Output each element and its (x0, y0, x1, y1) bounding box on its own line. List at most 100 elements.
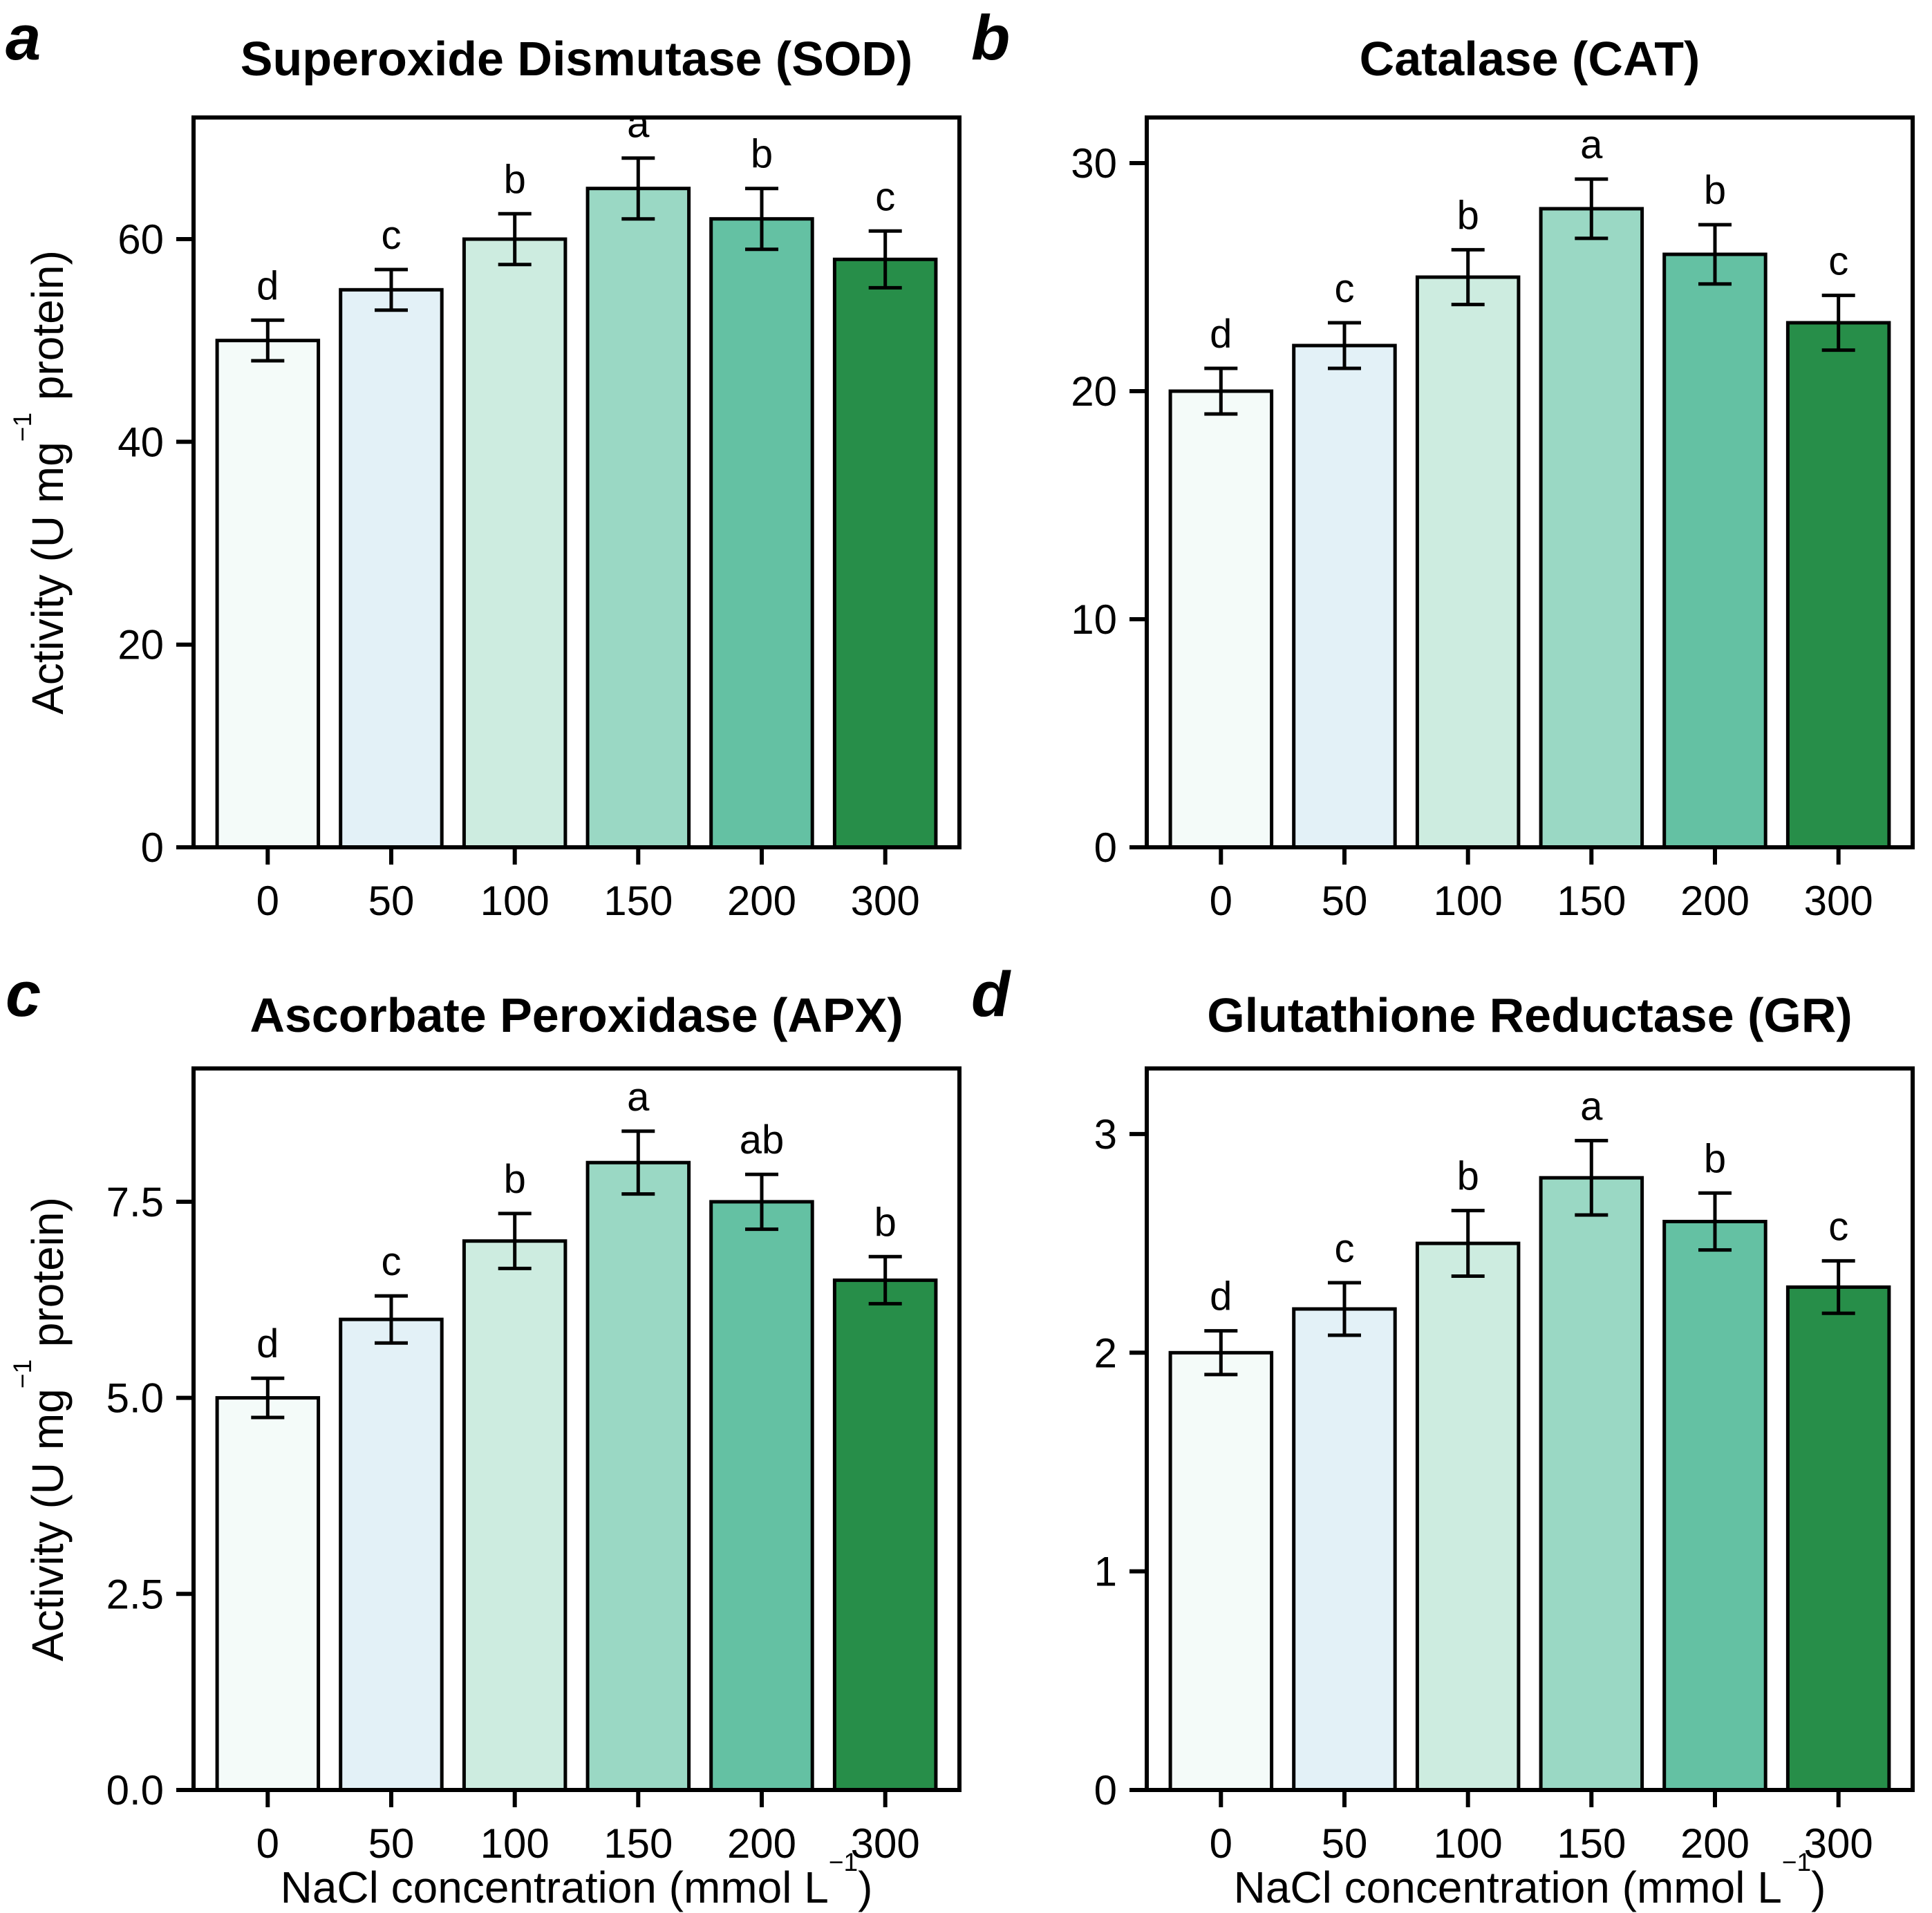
y-tick-label: 0.0 (106, 1767, 164, 1813)
bar (832, 257, 938, 849)
y-tick-label: 5.0 (106, 1375, 164, 1422)
bar (215, 339, 321, 849)
error-bar (868, 229, 902, 290)
bar (585, 187, 691, 849)
sig-letter: c (1828, 1204, 1848, 1249)
x-tick-label: 100 (480, 1820, 550, 1867)
bar (462, 1239, 568, 1792)
bar-chart-gr: d 0 c 50 b 100 a 150 b 200 c 300 0 1 2 3 (1094, 1066, 1915, 1867)
plot-box (191, 1066, 962, 1792)
superscript-minus-one: −1 (828, 1847, 859, 1876)
error-bar (1328, 321, 1361, 370)
sig-letter: a (627, 1075, 650, 1120)
error-bar (1204, 366, 1238, 416)
bar (709, 217, 814, 849)
sig-letter: b (1457, 1154, 1479, 1199)
bar (1168, 1350, 1274, 1792)
panel-letter-d: d (971, 959, 1011, 1030)
error-bar (1575, 177, 1609, 241)
error-bar (1451, 1209, 1485, 1278)
sig-letter: ab (740, 1118, 785, 1162)
bar (1292, 1307, 1397, 1792)
y-tick-label: 3 (1094, 1111, 1117, 1158)
sig-letter: c (382, 1239, 402, 1284)
y-tick-label: 40 (118, 419, 164, 465)
sig-letter: b (1704, 1136, 1726, 1181)
error-bar (498, 1212, 532, 1270)
plot-box (1145, 115, 1915, 849)
bar (1539, 1176, 1644, 1792)
error-bar (251, 1376, 285, 1420)
sig-letter: d (1210, 312, 1232, 357)
bar (1415, 1241, 1521, 1792)
y-tick-label: 2 (1094, 1330, 1117, 1376)
x-tick-label: 100 (1434, 1820, 1503, 1867)
y-tick-label: 0 (1094, 824, 1117, 871)
y-tick-label: 7.5 (106, 1179, 164, 1225)
x-tick-label: 50 (1322, 878, 1368, 924)
y-tick-label: 1 (1094, 1549, 1117, 1595)
x-tick-label: 300 (1804, 1820, 1873, 1867)
sig-letter: b (1704, 168, 1726, 213)
bar (339, 1317, 444, 1792)
sig-letter: a (1580, 1084, 1603, 1129)
bar (462, 237, 568, 849)
x-tick-label: 50 (1322, 1820, 1368, 1867)
y-tick-label: 20 (118, 622, 164, 668)
bar (215, 1396, 321, 1792)
x-tick-label: 200 (1680, 1820, 1750, 1867)
bar (1785, 321, 1891, 849)
panel-title-gr: Glutathione Reductase (GR) (1207, 988, 1853, 1042)
error-bar (1204, 1329, 1238, 1377)
error-bar (1698, 223, 1732, 286)
panel-letter-b: b (971, 3, 1011, 73)
panel-cat: b Catalase (CAT) d 0 c 50 b 100 a 150 b 200 c 300 0 1… (966, 0, 1931, 956)
panel-title-sod: Superoxide Dismutase (SOD) (240, 32, 913, 86)
bar (1415, 275, 1521, 849)
x-tick-label: 150 (1557, 1820, 1626, 1867)
sig-letter: b (874, 1200, 897, 1245)
bar-chart-apx: d 0 c 50 b 100 a 150 ab 200 b 300 0.0 2.5 5.0 7.5 (106, 1066, 962, 1867)
x-axis-title: NaCl concentration (mmol L−1) (1233, 1847, 1826, 1912)
bar (1539, 207, 1644, 849)
x-tick-label: 100 (1434, 878, 1503, 924)
x-tick-label: 150 (1557, 878, 1626, 924)
error-bar (868, 1254, 902, 1306)
error-bar (375, 267, 408, 312)
sig-letter: c (875, 174, 895, 219)
x-tick-label: 150 (603, 878, 673, 924)
y-tick-label: 30 (1071, 140, 1117, 187)
error-bar (1328, 1281, 1361, 1337)
sig-letter: c (382, 213, 402, 258)
error-bar (621, 1129, 655, 1196)
sig-letter: d (256, 263, 279, 308)
error-bar (1698, 1191, 1732, 1252)
x-tick-label: 0 (256, 1820, 279, 1867)
y-tick-label: 0 (141, 824, 164, 871)
error-bar (745, 187, 778, 252)
y-tick-label: 10 (1071, 596, 1117, 643)
bar (1785, 1285, 1891, 1792)
y-tick-label: 60 (118, 216, 164, 263)
plot-box (191, 115, 962, 849)
panel-gr: d Glutathione Reductase (GR) NaCl concen… (966, 956, 1931, 1913)
sig-letter: b (504, 1157, 526, 1202)
x-tick-label: 100 (480, 878, 550, 924)
x-tick-label: 300 (851, 878, 920, 924)
bar-chart-cat: d 0 c 50 b 100 a 150 b 200 c 300 0 10 20 30 (1071, 115, 1915, 924)
x-tick-label: 50 (368, 878, 415, 924)
error-bar (498, 211, 532, 267)
x-tick-label: 0 (1210, 1820, 1232, 1867)
x-axis-title: NaCl concentration (mmol L−1) (280, 1847, 873, 1912)
panel-letter-c: c (6, 959, 41, 1030)
panel-title-apx: Ascorbate Peroxidase (APX) (250, 988, 903, 1042)
x-tick-label: 150 (603, 1820, 673, 1867)
error-bar (1821, 293, 1855, 352)
plot-box (1145, 1066, 1915, 1792)
x-tick-label: 200 (727, 1820, 796, 1867)
x-tick-label: 300 (851, 1820, 920, 1867)
error-bar (745, 1172, 778, 1232)
bar (709, 1200, 814, 1792)
sig-letter: c (1335, 1226, 1355, 1271)
